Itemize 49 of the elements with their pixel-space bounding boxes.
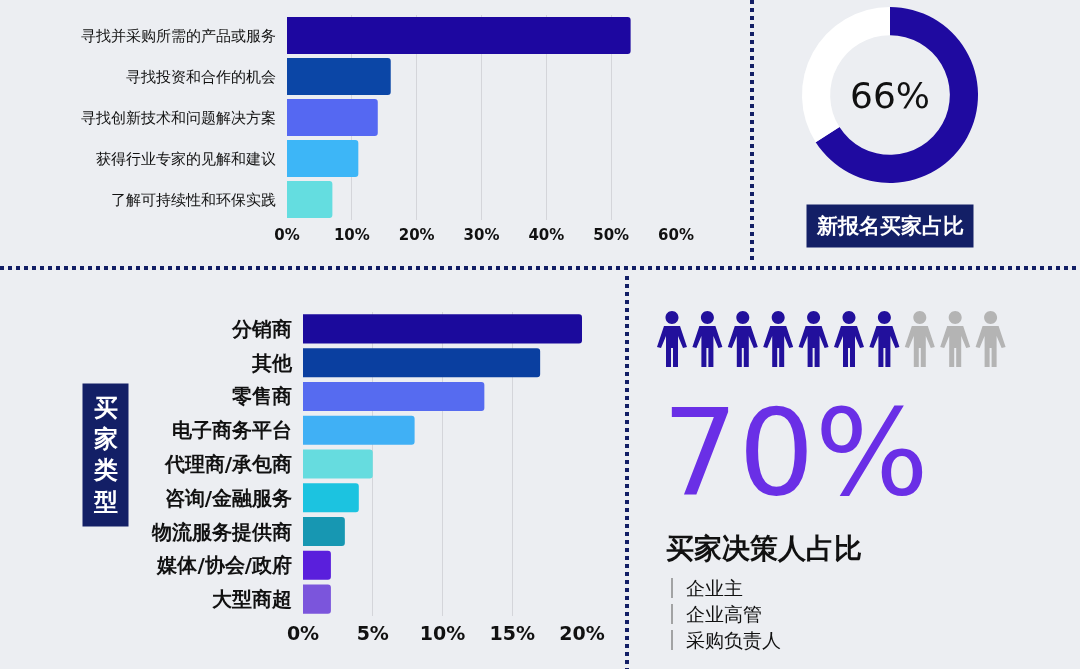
x-tick-label: 40%: [528, 226, 565, 244]
y-tick-label: 了解可持续性和环保实践: [111, 190, 276, 209]
text: 买家决策人占比: [666, 532, 862, 565]
y-tick-label: 寻找投资和合作的机会: [126, 67, 276, 86]
y-tick-label: 获得行业专家的见解和建议: [96, 149, 276, 168]
x-tick-label: 15%: [489, 622, 535, 644]
bar: [287, 58, 391, 95]
data-label: 66%: [850, 75, 931, 116]
x-tick-label: 50%: [593, 226, 630, 244]
bar: [303, 415, 415, 445]
bar: [303, 381, 485, 411]
bar: [287, 99, 378, 136]
y-tick-label: 零售商: [232, 384, 292, 409]
x-tick-label: 30%: [463, 226, 500, 244]
text: 企业高管: [686, 603, 762, 625]
bar: [303, 584, 331, 614]
x-tick-label: 20%: [398, 226, 435, 244]
bar: [303, 314, 582, 344]
y-tick-label: 代理商/承包商: [163, 452, 292, 476]
bar: [287, 181, 333, 218]
y-tick-label: 物流服务提供商: [151, 519, 292, 544]
y-tick-label: 电子商务平台: [172, 418, 292, 443]
y-tick-label: 寻找创新技术和问题解决方案: [81, 108, 276, 127]
bar: [303, 449, 373, 479]
x-tick-label: 20%: [559, 622, 605, 644]
y-tick-label: 咨询/金融服务: [164, 485, 292, 510]
y-tick-label: 分销商: [231, 316, 292, 341]
y-tick-label: 其他: [251, 350, 293, 375]
y-tick-label: 寻找并采购所需的产品或服务: [81, 26, 276, 45]
y-axis-title: 买家类型: [93, 394, 118, 516]
bar: [303, 517, 345, 547]
data-label: 70%: [662, 383, 929, 522]
x-tick-label: 5%: [356, 622, 389, 644]
y-tick-label: 媒体/协会/政府: [156, 553, 292, 578]
bar: [287, 17, 631, 54]
text: 企业主: [686, 577, 743, 599]
x-tick-label: 0%: [274, 226, 300, 244]
y-tick-label: 大型商超: [212, 587, 292, 612]
donut-slice: [815, 7, 978, 183]
bar: [303, 483, 359, 513]
bar: [303, 550, 331, 580]
text: 新报名买家占比: [816, 214, 964, 238]
bar: [287, 140, 359, 177]
x-tick-label: 10%: [333, 226, 370, 244]
x-tick-label: 0%: [286, 622, 320, 644]
x-tick-label: 60%: [658, 226, 694, 244]
bar: [303, 348, 541, 378]
x-tick-label: 10%: [419, 622, 466, 644]
text: 采购负责人: [686, 629, 781, 651]
